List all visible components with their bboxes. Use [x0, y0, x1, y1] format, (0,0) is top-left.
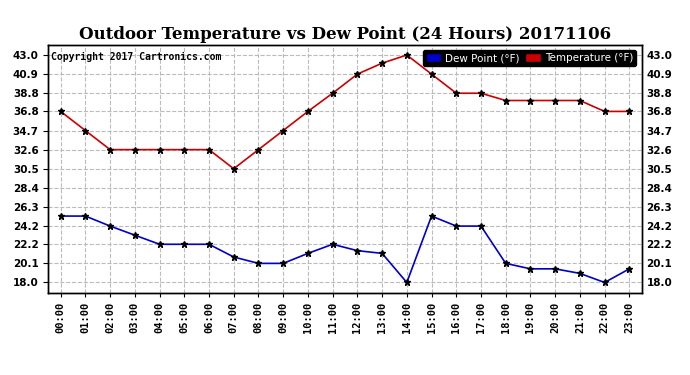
Text: Copyright 2017 Cartronics.com: Copyright 2017 Cartronics.com [51, 53, 221, 63]
Title: Outdoor Temperature vs Dew Point (24 Hours) 20171106: Outdoor Temperature vs Dew Point (24 Hou… [79, 27, 611, 44]
Legend: Dew Point (°F), Temperature (°F): Dew Point (°F), Temperature (°F) [422, 50, 636, 66]
